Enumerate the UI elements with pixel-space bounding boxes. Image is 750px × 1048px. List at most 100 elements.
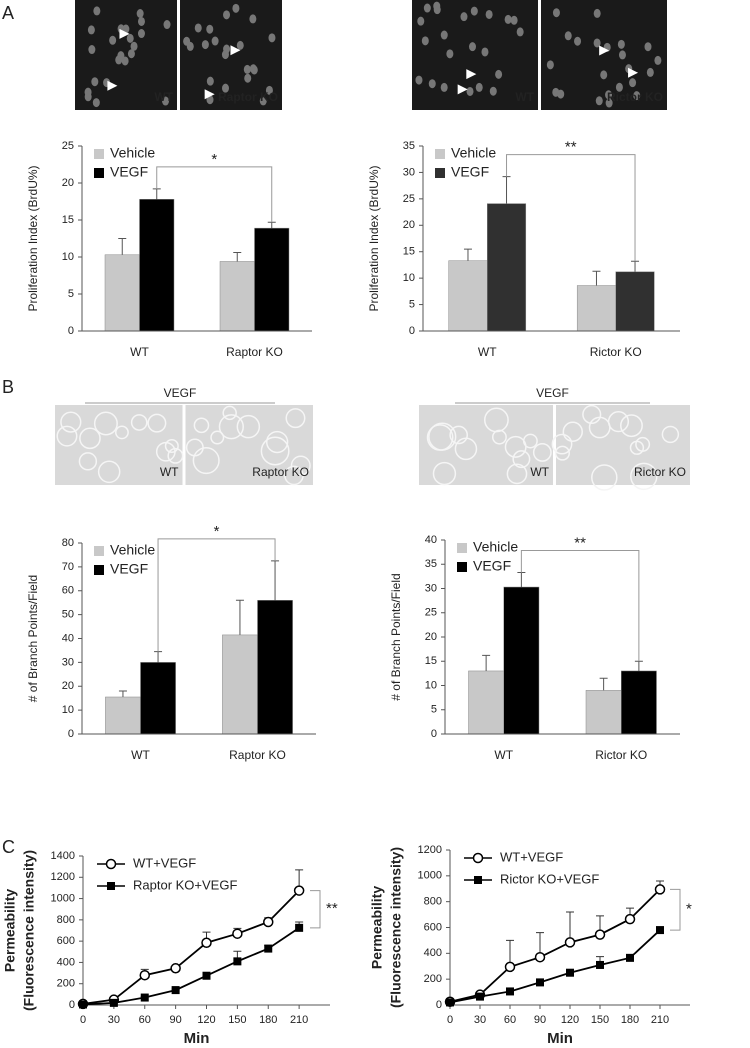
legend-swatch: [94, 565, 104, 575]
error-bar: [154, 651, 163, 663]
nucleus: [206, 24, 214, 34]
nucleus: [470, 6, 478, 16]
y-tick-label: 40: [425, 534, 437, 546]
nucleus: [504, 14, 512, 24]
point: [656, 926, 664, 935]
legend-label: Rictor KO+VEGF: [500, 871, 599, 886]
legend-label: WT+VEGF: [133, 855, 196, 870]
legend-label: VEGF: [110, 561, 148, 577]
series-line: [82, 889, 300, 1005]
significance-bracket: [520, 549, 640, 662]
tube: [428, 422, 457, 451]
error-bar: [152, 188, 161, 200]
tube: [192, 446, 220, 475]
micrograph: [55, 405, 183, 485]
point: [654, 884, 666, 895]
x-tick-label: Raptor KO: [226, 345, 283, 359]
bar: [576, 285, 617, 332]
y-tick-label: 30: [425, 582, 437, 594]
tube: [551, 433, 573, 455]
y-tick-label: 0: [69, 999, 75, 1011]
tube: [284, 465, 304, 486]
y-tick-label: 80: [62, 537, 74, 549]
tube: [562, 421, 583, 442]
point: [233, 957, 242, 966]
micrograph: [419, 405, 553, 485]
arrowhead: [457, 84, 468, 95]
nucleus: [440, 30, 448, 40]
nucleus: [417, 16, 425, 26]
nucleus: [137, 29, 145, 39]
nucleus: [415, 75, 423, 85]
bar: [503, 586, 540, 735]
point: [506, 987, 514, 996]
legend-swatch: [94, 149, 104, 159]
panel-label: B: [2, 377, 14, 397]
bar: [219, 261, 255, 332]
nucleus: [600, 70, 608, 80]
point: [536, 978, 544, 987]
legend-swatch: [435, 168, 445, 178]
nucleus: [221, 83, 229, 93]
x-axis-label: Min: [184, 1030, 210, 1047]
nucleus: [460, 12, 468, 22]
x-tick-label: 60: [504, 1014, 516, 1026]
image-title: VEGF: [536, 386, 569, 400]
tube: [97, 460, 121, 484]
image-label: WT: [530, 465, 549, 479]
y-tick-label: 1200: [51, 871, 75, 883]
nucleus: [593, 38, 601, 48]
micrograph: [75, 0, 177, 110]
x-tick-label: 210: [290, 1014, 308, 1026]
nucleus: [423, 3, 431, 13]
nucleus: [87, 25, 95, 35]
point: [201, 937, 212, 948]
point: [295, 923, 304, 932]
tube: [93, 411, 118, 436]
nucleus: [236, 40, 244, 50]
y-axis-label: Permeability: [2, 889, 18, 972]
x-tick-label: 120: [197, 1014, 215, 1026]
annotation: *: [686, 901, 692, 918]
legend-label: Vehicle: [110, 542, 155, 558]
nucleus: [510, 15, 518, 25]
image-label: WT: [515, 90, 534, 104]
x-tick-label: WT: [494, 748, 513, 762]
bar: [615, 271, 655, 332]
y-tick-label: 1400: [51, 850, 75, 862]
tube: [582, 404, 602, 425]
arrowhead: [230, 45, 241, 56]
nucleus: [646, 67, 654, 77]
significance-bracket: [310, 890, 321, 929]
point: [109, 998, 118, 1007]
nucleus: [557, 89, 565, 99]
y-tick-label: 0: [68, 728, 74, 740]
tube: [432, 461, 457, 486]
nucleus: [605, 98, 613, 108]
nucleus: [268, 33, 276, 43]
nucleus: [552, 8, 560, 18]
bar: [222, 634, 258, 735]
point: [624, 913, 636, 925]
error-bar: [235, 599, 244, 635]
nucleus: [468, 42, 476, 52]
y-tick-label: 1000: [418, 870, 442, 882]
y-tick-label: 25: [62, 140, 74, 152]
tube: [115, 425, 129, 440]
point: [594, 929, 606, 940]
tube: [588, 416, 611, 439]
nucleus: [259, 96, 267, 106]
y-tick-label: 30: [62, 656, 74, 668]
legend-swatch: [435, 149, 445, 159]
x-tick-label: WT: [130, 345, 149, 359]
y-tick-label: 25: [403, 193, 415, 205]
nucleus: [130, 41, 138, 51]
y-axis-label: # of Branch Points/Field: [389, 573, 403, 700]
bar: [257, 600, 293, 735]
y-tick-label: 35: [403, 140, 415, 152]
y-tick-label: 600: [57, 935, 75, 947]
tube: [193, 417, 210, 434]
y-axis-label: Proliferation Index (BrdU%): [367, 165, 381, 311]
error-bar: [118, 690, 127, 697]
y-tick-label: 800: [57, 914, 75, 926]
